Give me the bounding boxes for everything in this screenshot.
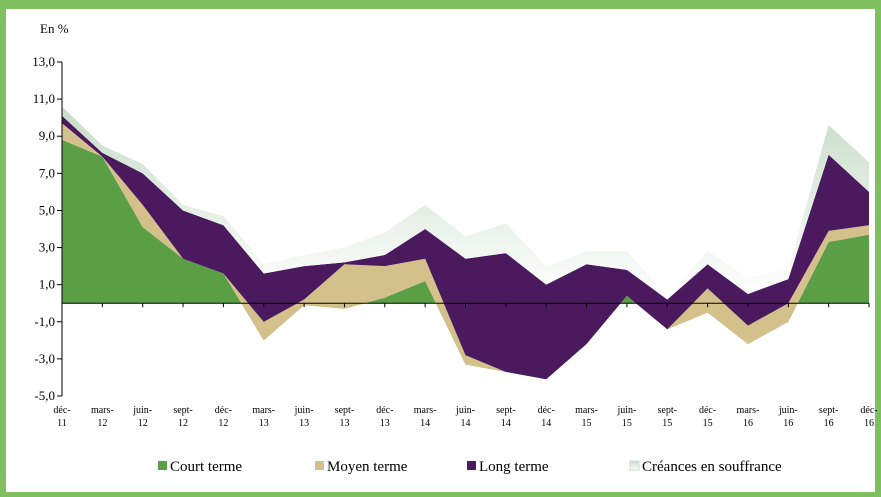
x-tick-line: déc- <box>699 405 716 416</box>
x-tick-line: 13 <box>339 418 349 429</box>
x-tick-line: juin- <box>616 405 636 416</box>
y-tick-label: 1,0 <box>39 277 55 292</box>
x-tick-line: 16 <box>864 418 874 429</box>
x-tick-label: déc- 15 <box>699 405 716 429</box>
x-tick-line: 16 <box>824 418 834 429</box>
x-tick-label: déc- 16 <box>860 405 877 429</box>
x-tick-line: 14 <box>541 418 551 429</box>
x-tick-label: sept- 12 <box>173 405 192 429</box>
x-tick-label: déc- 12 <box>215 405 232 429</box>
x-tick-line: 15 <box>703 418 713 429</box>
y-tick-label: 9,0 <box>39 128 55 143</box>
x-tick-line: déc- <box>215 405 232 416</box>
x-tick-line: 14 <box>420 418 430 429</box>
x-tick-line: déc- <box>53 405 70 416</box>
y-tick-label: -1,0 <box>34 314 55 329</box>
area <box>62 115 869 380</box>
x-tick-label: déc- 14 <box>538 405 555 429</box>
y-tick-label: -3,0 <box>34 351 55 366</box>
x-tick-line: 15 <box>622 418 632 429</box>
x-tick-line: sept- <box>658 405 677 416</box>
x-tick-line: 12 <box>178 418 188 429</box>
x-tick-label: juin- 14 <box>455 405 475 429</box>
y-tick-label: 13,0 <box>32 54 55 69</box>
legend-swatch <box>158 461 167 470</box>
x-tick-line: juin- <box>294 405 314 416</box>
x-tick-line: sept- <box>173 405 192 416</box>
x-tick-line: 16 <box>783 418 793 429</box>
legend-swatch <box>315 461 324 470</box>
x-tick-label: déc- 11 <box>53 405 70 429</box>
x-tick-line: 14 <box>461 418 471 429</box>
y-tick-label: -5,0 <box>34 388 55 403</box>
legend-label: Long terme <box>479 459 549 475</box>
x-tick-label: sept- 13 <box>335 405 354 429</box>
x-tick-line: juin- <box>132 405 152 416</box>
y-tick-label: 7,0 <box>39 165 55 180</box>
x-tick-line: 12 <box>138 418 148 429</box>
y-tick-label: 3,0 <box>39 240 55 255</box>
legend-label: Créances en souffrance <box>642 459 782 475</box>
x-tick-label: juin- 13 <box>294 405 314 429</box>
x-tick-line: 13 <box>259 418 269 429</box>
x-tick-line: sept- <box>819 405 838 416</box>
x-tick-label: sept- 16 <box>819 405 838 429</box>
x-tick-line: 13 <box>380 418 390 429</box>
x-tick-line: mars- <box>91 405 114 416</box>
y-tick-label: 5,0 <box>39 202 55 217</box>
x-tick-line: 12 <box>97 418 107 429</box>
x-tick-line: juin- <box>455 405 475 416</box>
x-tick-line: sept- <box>496 405 515 416</box>
x-tick-line: 16 <box>743 418 753 429</box>
legend-label: Moyen terme <box>327 459 408 475</box>
x-tick-line: juin- <box>778 405 798 416</box>
x-tick-line: déc- <box>376 405 393 416</box>
x-tick-line: 15 <box>582 418 592 429</box>
x-tick-label: mars- 13 <box>252 405 275 429</box>
x-tick-line: 12 <box>218 418 228 429</box>
x-tick-line: mars- <box>575 405 598 416</box>
y-tick-label: 11,0 <box>33 91 55 106</box>
x-tick-line: 14 <box>501 418 511 429</box>
x-tick-line: déc- <box>860 405 877 416</box>
x-tick-line: 15 <box>662 418 672 429</box>
x-tick-line: mars- <box>414 405 437 416</box>
x-tick-line: mars- <box>737 405 760 416</box>
x-tick-label: juin- 15 <box>616 405 636 429</box>
x-tick-line: sept- <box>335 405 354 416</box>
x-tick-label: mars- 16 <box>737 405 760 429</box>
legend-swatch <box>629 460 640 471</box>
x-tick-label: mars- 12 <box>91 405 114 429</box>
x-tick-label: juin- 16 <box>778 405 798 429</box>
axis-title: En % <box>40 21 69 36</box>
x-tick-line: déc- <box>538 405 555 416</box>
x-tick-line: 11 <box>57 418 67 429</box>
legend-label: Court terme <box>170 459 242 475</box>
x-tick-line: 13 <box>299 418 309 429</box>
x-tick-label: sept- 14 <box>496 405 515 429</box>
x-tick-label: déc- 13 <box>376 405 393 429</box>
x-tick-label: juin- 12 <box>132 405 152 429</box>
x-tick-label: sept- 15 <box>658 405 677 429</box>
x-tick-label: mars- 14 <box>414 405 437 429</box>
x-tick-label: mars- 15 <box>575 405 598 429</box>
x-tick-line: mars- <box>252 405 275 416</box>
legend-swatch <box>467 461 476 470</box>
